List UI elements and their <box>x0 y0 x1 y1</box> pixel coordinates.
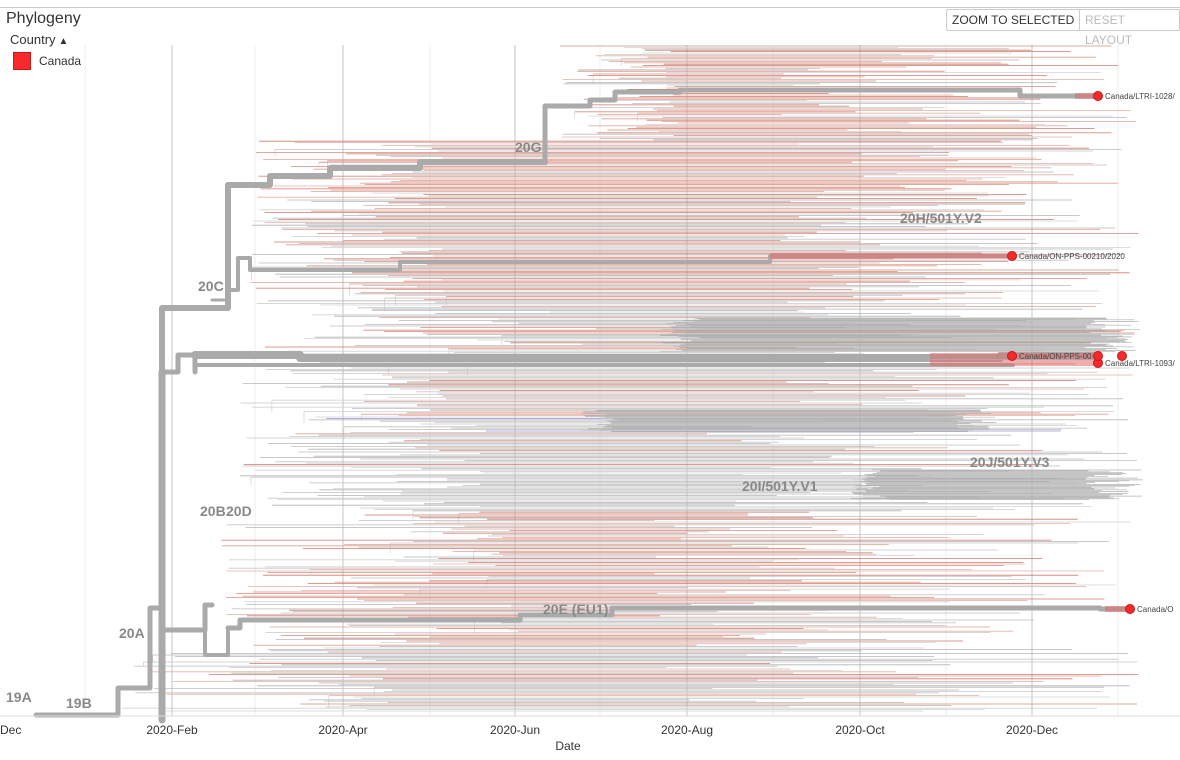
selected-tip-marker[interactable] <box>1093 91 1103 101</box>
legend-toggle[interactable]: Country ▲ <box>10 32 68 47</box>
x-axis-tick-label: 2020-Oct <box>835 723 885 737</box>
tip-branches <box>121 45 1139 712</box>
backbone-branch <box>225 159 548 188</box>
dense-bands <box>581 317 1143 501</box>
selected-tips: Canada/LTRI-1028/Canada/ON-PPS-00210/202… <box>1007 91 1175 614</box>
backbone-branch <box>159 602 215 633</box>
backbone-branch <box>159 352 198 375</box>
selected-tip-label: Canada/ON-PPS-00 <box>1019 352 1092 361</box>
clade-label-7: 20H/501Y.V2 <box>900 210 982 226</box>
x-axis-tick-label: 2020-Apr <box>318 723 367 737</box>
clade-label-8: 20I/501Y.V1 <box>742 478 818 494</box>
backbone-branch <box>542 87 1101 165</box>
x-axis-tick-label: 2020-Jun <box>490 723 540 737</box>
selected-tip-marker[interactable] <box>1007 351 1017 361</box>
legend-item-label: Canada <box>39 54 82 68</box>
clade-label-10: 20E (EU1) <box>543 601 608 617</box>
backbone-branch <box>225 605 1133 631</box>
clade-label-1: 19B <box>66 695 92 711</box>
x-axis-tick-label: Dec <box>0 723 21 737</box>
x-axis: Dec 2020-Feb 2020-Apr 2020-Jun 2020-Aug 2020-… <box>0 715 1180 753</box>
x-axis-tick-label: 2020-Dec <box>1006 723 1058 737</box>
clade-label-3: 20B <box>200 503 226 519</box>
panel-title: Phylogeny <box>6 10 81 27</box>
backbone-branch <box>159 182 231 375</box>
selected-tip-label: Canada/LTRI-1093/ <box>1105 359 1175 368</box>
clade-label-0: 19A <box>6 689 32 705</box>
clade-label-9: 20J/501Y.V3 <box>970 454 1050 470</box>
selected-tip-label: Canada/ON-PPS-00210/2020 <box>1019 252 1125 261</box>
legend-swatch <box>13 52 31 70</box>
reset-layout-button[interactable]: RESET LAYOUT <box>1079 9 1180 47</box>
x-axis-title: Date <box>555 739 581 753</box>
clade-label-4: 20D <box>226 503 252 519</box>
zoom-to-selected-button[interactable]: ZOOM TO SELECTED <box>946 9 1081 31</box>
selected-tip-marker[interactable] <box>1093 351 1103 361</box>
chevron-up-icon: ▲ <box>58 36 69 47</box>
clade-label-2: 20A <box>119 625 145 641</box>
selected-tip-marker[interactable] <box>1117 351 1127 361</box>
selected-tip-label: Canada/LTRI-1028/ <box>1105 92 1175 101</box>
clade-labels: 19A 19B 20A 20B 20D 20C 20G 20H/501Y.V2 20I/501Y… <box>6 139 1050 711</box>
legend-item-canada[interactable]: Canada <box>13 52 81 70</box>
x-axis-tick-label: 2020-Aug <box>661 723 713 737</box>
clade-label-5: 20C <box>198 278 224 294</box>
legend-toggle-label: Country <box>10 32 56 47</box>
selected-tip-marker[interactable] <box>1007 251 1017 261</box>
clade-label-6: 20G <box>515 139 542 155</box>
backbone-branch <box>203 626 230 657</box>
selected-tip-marker[interactable] <box>1125 604 1135 614</box>
x-axis-tick-label: 2020-Feb <box>146 723 198 737</box>
selected-tip-label: Canada/O <box>1137 605 1173 614</box>
panel-divider <box>0 7 1180 8</box>
